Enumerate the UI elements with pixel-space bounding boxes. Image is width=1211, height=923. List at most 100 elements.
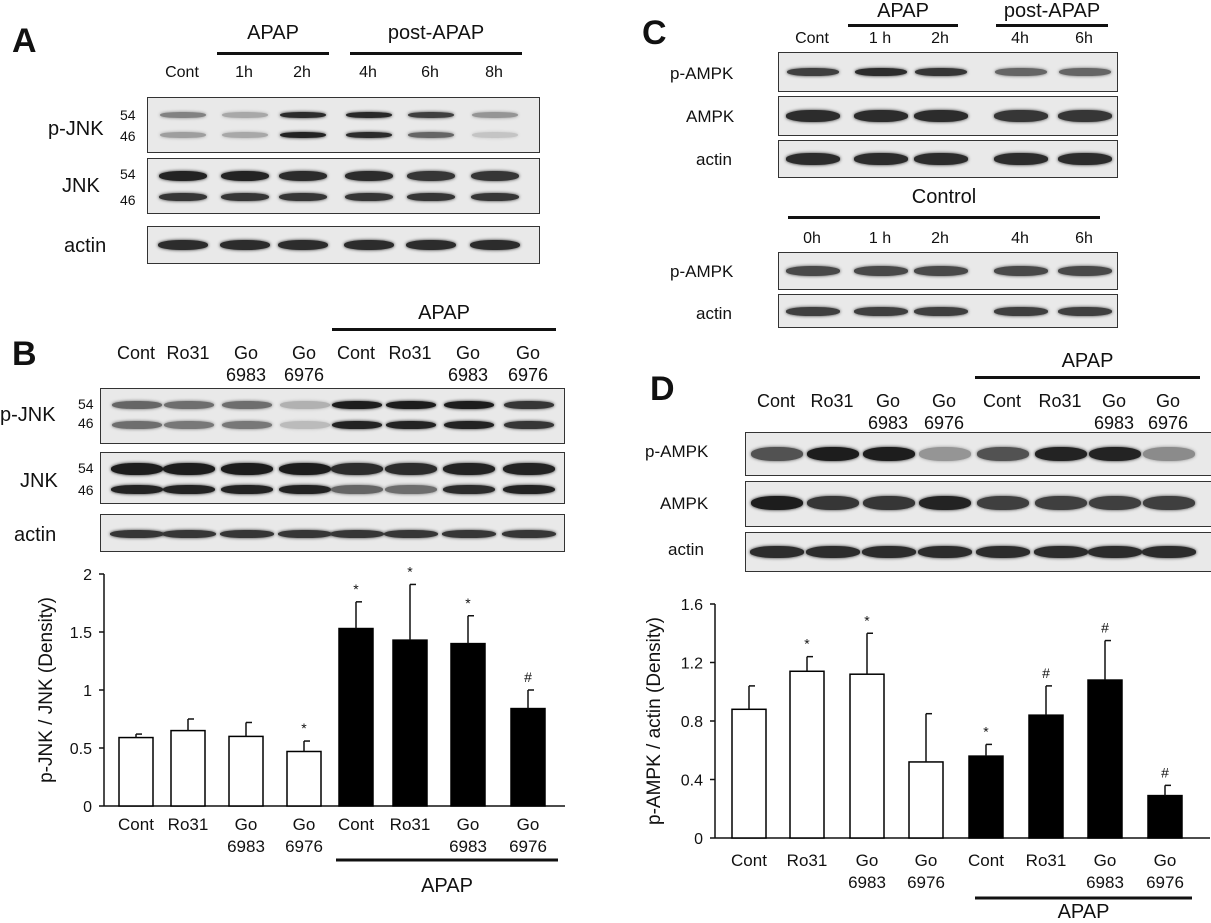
panel-b-blot-actin [100,514,565,552]
category-label: Ro31 [1026,851,1067,870]
y-tick-label: 0 [83,799,92,816]
panel-b-pjnk54-band-6 [444,401,494,409]
panel-a-lane-4: 6h [421,64,439,81]
apap-group-label: APAP [421,875,473,897]
panel-d-actin-band-5 [1034,546,1088,558]
panel-c-ampk-band-3 [994,110,1048,122]
panel-a-actin-band-1 [220,240,270,250]
panel-d-blot-actin [745,532,1211,572]
panel-b-jnk54-band-0 [111,463,163,475]
panel-b-jnk46-band-4 [331,485,383,494]
panel-d-ampk-band-4 [977,496,1029,510]
panel-c-pampk-band-3 [995,68,1047,76]
category-label: Go 6976 [907,851,945,892]
panel-c-control-blot-pampk [778,252,1118,290]
panel-d-ampk-band-6 [1089,496,1141,510]
panel-c-actin-band-4 [1058,153,1112,165]
panel-a-pjnk46-band-5 [472,132,518,138]
panel-b-lane-7: Go 6976 [507,343,549,385]
panel-d-actin-band-4 [976,546,1030,558]
panel-d-bar-chart: 0 0.4 0.8 1.2 1.6 p-AMPK / actin (Density) Con… [644,597,1210,923]
panel-c-control-label: Control [911,186,977,208]
panel-a-jnk46-band-0 [159,193,207,201]
panel-c-group-post-apap: post-APAP [1003,0,1101,22]
panel-c-ampk-band-1 [854,110,908,122]
bar [392,639,428,807]
panel-a-jnk46-band-3 [345,193,393,201]
panel-c-apap-line [848,24,958,27]
panel-c-ctl-pampk-band-4 [1058,266,1112,276]
panel-a-jnk54-band-5 [471,171,519,181]
panel-b-bar-chart: 0 0.5 1 1.5 2 p-JNK / JNK (Density) Cont Ro31 Go… [36,563,565,897]
panel-a-pjnk54-band-2 [280,112,326,118]
y-tick-label: 1.2 [681,656,703,673]
bar [731,708,767,839]
panel-b-blot-jnk [100,452,565,504]
panel-b-pjnk46-band-3 [280,421,330,429]
panel-c-control-lane-3: 4h [1011,230,1029,247]
category-label: Ro31 [787,851,828,870]
y-tick-label: 0.8 [681,714,703,731]
panel-c-ctl-pampk-band-1 [854,266,908,276]
panel-c-ctl-pampk-band-0 [786,266,840,276]
panel-d-actin-band-7 [1142,546,1196,558]
panel-d-pampk-band-5 [1035,447,1087,461]
significance-mark: * [407,563,413,579]
panel-b-blot-pjnk [100,388,565,444]
panel-a-actin-band-2 [278,240,328,250]
panel-c-label: C [642,14,667,52]
apap-group-label: APAP [1058,901,1110,923]
panel-d-ampk-band-5 [1035,496,1087,510]
panel-c-pampk-band-0 [787,68,839,76]
category-label: Ro31 [168,815,209,834]
panel-d-lane-7: Go 6976 [1147,391,1189,433]
panel-a-jnk54-band-4 [407,171,455,181]
panel-c-ctl-pampk-band-3 [994,266,1048,276]
panel-a-blot-jnk [147,158,540,214]
significance-mark: # [1101,620,1109,636]
bar [789,670,825,839]
category-label: Go 6976 [509,815,547,856]
bar [908,761,944,839]
panel-d-lane-2: Go 6983 [867,391,909,433]
y-tick-label: 2 [83,567,92,584]
panel-c-control-lane-4: 6h [1075,230,1093,247]
panel-c-actin-band-2 [914,153,968,165]
panel-c-control-row-pampk: p-AMPK [670,262,734,281]
panel-a-pjnk46-band-4 [408,132,454,138]
panel-b-pjnk54-band-0 [112,401,162,409]
panel-a-lane-5: 8h [485,64,503,81]
panel-d-label: D [650,370,675,408]
panel-d-ampk-band-7 [1143,496,1195,510]
panel-a-jnk46-band-5 [471,193,519,201]
panel-a-post-apap-line [350,52,522,55]
panel-d-row-pampk: p-AMPK [645,442,709,461]
category-label: Cont [118,815,154,834]
panel-a-row-jnk: JNK [62,175,100,197]
panel-b-lane-0: Cont [116,343,156,363]
panel-c-lane-2: 2h [931,30,949,47]
panel-c-row-ampk: AMPK [686,107,735,126]
panel-a-jnk54-band-3 [345,171,393,181]
panel-b-lane-6: Go 6983 [447,343,489,385]
panel-c-control-lane-0: 0h [803,230,821,247]
panel-c-group-apap: APAP [877,0,929,22]
panel-b-jnk54-band-6 [443,463,495,475]
bar [1028,714,1064,839]
panel-b-actin-band-7 [502,530,556,538]
panel-a-jnk54-band-1 [221,171,269,181]
panel-b-jnk46-band-0 [111,485,163,494]
panel-a-pjnk54-band-5 [472,112,518,118]
panel-c-ctl-actin-band-4 [1058,307,1112,316]
panel-b-actin-band-0 [110,530,164,538]
bar [1087,679,1123,839]
panel-b-jnk54-band-7 [503,463,555,475]
panel-c-blot-ampk [778,96,1118,136]
panel-d-ampk-band-2 [863,496,915,510]
panel-a-actin-band-3 [344,240,394,250]
panel-b-jnk54-band-5 [385,463,437,475]
bar [510,707,546,807]
panel-d-apap-line [975,376,1200,379]
panel-a-row-actin: actin [64,235,107,257]
panel-c-ampk-band-4 [1058,110,1112,122]
